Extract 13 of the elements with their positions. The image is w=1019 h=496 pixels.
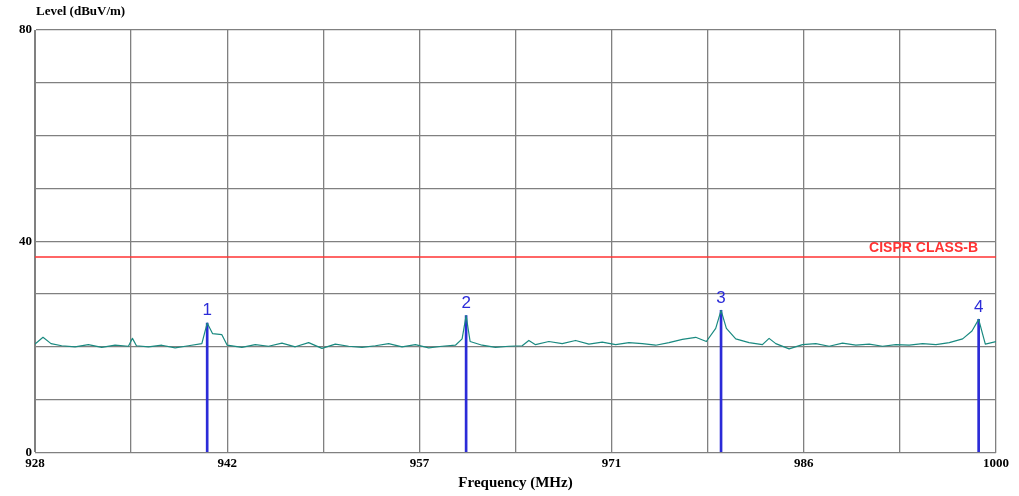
x-tick-label: 986 (794, 454, 815, 470)
annotation: 1 (202, 300, 212, 320)
x-tick-label: 971 (601, 454, 622, 470)
y-axis-title: Level (dBuV/m) (36, 3, 126, 19)
y-tick-label: 80 (19, 21, 32, 37)
x-tick-label: 942 (217, 454, 237, 470)
annotation: 2 (461, 292, 471, 312)
x-axis-title: Frequency (MHz) (458, 473, 573, 491)
y-tick-label: 40 (19, 232, 32, 248)
y-tick-label: 0 (25, 443, 32, 459)
annotation: 4 (973, 296, 984, 316)
x-tick-label: 1000 (983, 454, 1009, 470)
x-tick-label: 957 (409, 454, 430, 470)
